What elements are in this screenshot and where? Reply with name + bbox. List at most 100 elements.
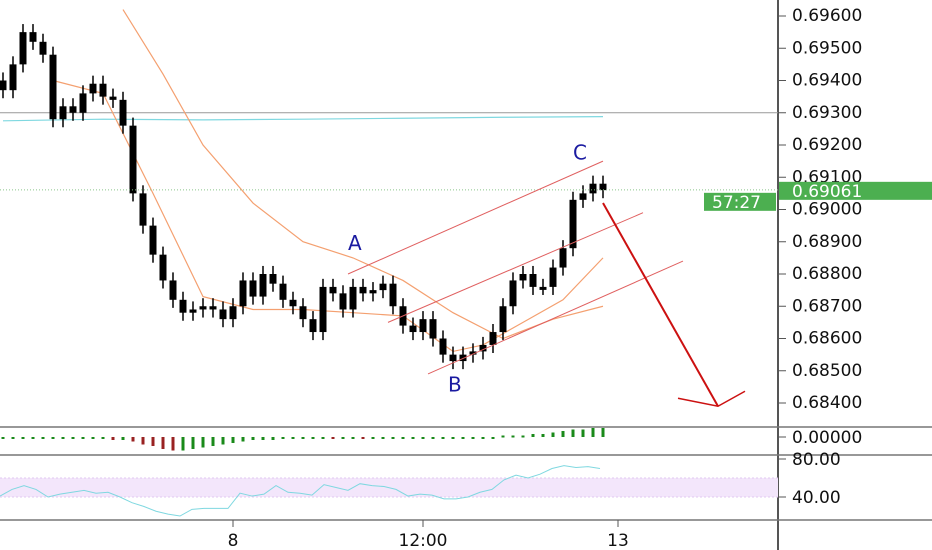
macd-zero-label: 0.00000 — [792, 428, 862, 448]
macd-bar — [81, 437, 85, 439]
time-tick-label: 12:00 — [399, 531, 448, 550]
macd-bar — [341, 437, 345, 439]
channel-line — [427, 260, 684, 375]
macd-bar — [151, 437, 155, 446]
candle-body — [429, 319, 437, 339]
macd-bar — [581, 429, 585, 437]
wave-label-c: C — [573, 140, 587, 164]
macd-bar — [291, 437, 295, 439]
macd-bar — [221, 437, 225, 445]
macd-bar — [361, 437, 365, 439]
moving-average-line — [2, 116, 604, 122]
price-tick-label: 0.69400 — [792, 71, 862, 91]
candle-body — [259, 274, 267, 297]
last-price-badge — [779, 181, 932, 200]
candle-body — [379, 283, 387, 291]
macd-bar — [351, 437, 355, 439]
price-tick-label: 0.69300 — [792, 103, 862, 123]
candle-body — [499, 306, 507, 333]
candle-body — [39, 41, 47, 55]
candle-body — [409, 325, 417, 333]
candle-body — [549, 267, 557, 287]
macd-bar — [131, 437, 135, 442]
macd-bar — [181, 437, 185, 451]
rsi-tick-label: 40.00 — [792, 488, 841, 508]
macd-bar — [491, 437, 495, 439]
rsi-line — [0, 465, 601, 517]
candle-body — [79, 93, 87, 113]
macd-bar — [381, 437, 385, 439]
candle-body — [479, 344, 487, 352]
candle-body — [569, 199, 577, 249]
macd-bar — [481, 437, 485, 439]
countdown-label: 57:27 — [712, 193, 761, 213]
macd-bar — [401, 437, 405, 439]
rsi-tick-label: 80.00 — [792, 450, 841, 470]
candle-body — [109, 96, 117, 100]
macd-bar — [41, 437, 45, 439]
macd-bar — [601, 428, 605, 437]
arrow-head — [677, 390, 746, 408]
wave-label-b: B — [448, 373, 462, 397]
price-tick-label: 0.68700 — [792, 296, 862, 316]
countdown-badge — [704, 192, 776, 211]
candle-body — [139, 193, 147, 226]
candle-body — [49, 54, 57, 120]
moving-average-line — [122, 9, 604, 340]
candle-body — [289, 299, 297, 307]
macd-bar — [541, 434, 545, 437]
macd-bar — [451, 437, 455, 439]
candle-body — [439, 338, 447, 355]
macd-bar — [251, 437, 255, 440]
macd-bar — [551, 432, 555, 437]
candle-body — [599, 183, 607, 191]
macd-bar — [121, 437, 125, 440]
macd-bar — [171, 437, 175, 451]
candle-body — [99, 83, 107, 97]
candle-body — [449, 354, 457, 362]
candle-body — [89, 83, 97, 94]
candle-body — [519, 274, 527, 281]
price-tick-label: 0.68500 — [792, 361, 862, 381]
time-tick-label: 13 — [607, 531, 629, 550]
macd-bar — [331, 437, 335, 439]
candle-body — [389, 283, 397, 307]
macd-bar — [61, 437, 65, 439]
macd-bar — [191, 437, 195, 449]
channel-line — [347, 160, 604, 275]
macd-bar — [161, 437, 165, 449]
candle-body — [459, 354, 467, 362]
macd-bar — [411, 437, 415, 439]
macd-bar — [271, 437, 275, 440]
macd-bar — [71, 437, 75, 439]
macd-bar — [91, 437, 95, 439]
candle-body — [369, 290, 377, 294]
price-tick-label: 0.68900 — [792, 232, 862, 252]
macd-bar — [281, 437, 285, 439]
candle-body — [539, 286, 547, 290]
candle-body — [129, 125, 137, 194]
wave-label-a: A — [348, 231, 362, 255]
candle-body — [349, 286, 357, 310]
macd-bar — [511, 435, 515, 438]
candle-body — [229, 306, 237, 320]
moving-average-line — [52, 79, 604, 353]
price-tick-label: 0.68600 — [792, 329, 862, 349]
macd-bar — [201, 437, 205, 448]
candle-body — [269, 274, 277, 284]
macd-bar — [391, 437, 395, 439]
candle-body — [339, 293, 347, 310]
candle-body — [529, 274, 537, 287]
macd-bar — [311, 437, 315, 439]
candle-body — [159, 254, 167, 281]
candle-body — [59, 106, 67, 120]
candle-body — [199, 306, 207, 310]
macd-bar — [441, 437, 445, 439]
candle-body — [0, 80, 7, 91]
candle-body — [589, 183, 597, 194]
candle-body — [299, 306, 307, 320]
candle-body — [359, 286, 367, 294]
time-tick-label: 8 — [228, 531, 239, 550]
